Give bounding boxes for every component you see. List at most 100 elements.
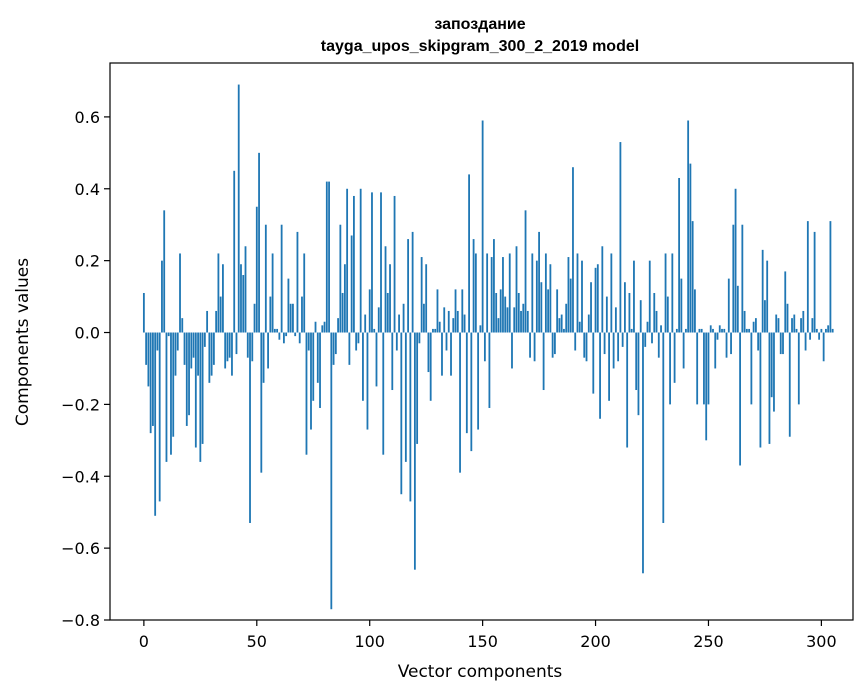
x-tick-label: 150 xyxy=(467,632,498,651)
bars-group xyxy=(142,84,834,610)
bar xyxy=(197,332,199,376)
x-tick-label: 0 xyxy=(139,632,149,651)
bar xyxy=(754,318,757,333)
bar xyxy=(303,253,306,333)
bar xyxy=(235,332,238,355)
bar xyxy=(675,328,678,333)
bar xyxy=(413,332,416,570)
bar xyxy=(355,332,358,351)
bar xyxy=(800,318,802,333)
bar xyxy=(271,253,274,333)
bar xyxy=(416,332,419,444)
bar xyxy=(260,332,263,473)
bar xyxy=(804,332,807,351)
bar xyxy=(301,296,303,333)
bar xyxy=(700,328,703,333)
bar xyxy=(630,328,633,333)
bar xyxy=(601,246,604,333)
bar xyxy=(429,332,432,401)
bar xyxy=(436,289,439,333)
bar xyxy=(660,325,662,333)
bar xyxy=(592,332,595,394)
y-axis-label: Components values xyxy=(13,258,33,426)
bar xyxy=(502,257,504,333)
bar xyxy=(829,221,832,333)
bar xyxy=(587,314,590,333)
bar xyxy=(262,332,265,383)
bar xyxy=(535,260,538,333)
bar xyxy=(815,328,818,333)
bar xyxy=(538,231,540,333)
bar xyxy=(662,332,665,523)
bar xyxy=(732,224,735,333)
x-axis-label: Vector components xyxy=(398,662,563,682)
bar xyxy=(384,246,387,333)
bar xyxy=(714,332,717,369)
bar xyxy=(730,332,732,355)
bar xyxy=(228,332,231,358)
bar xyxy=(497,318,500,333)
bar xyxy=(181,318,184,333)
bar xyxy=(721,328,723,333)
bar xyxy=(212,332,215,365)
bar xyxy=(472,239,475,333)
bar xyxy=(775,314,778,333)
bar xyxy=(276,328,279,333)
bar xyxy=(423,303,425,333)
x-tick-label: 50 xyxy=(247,632,267,651)
bar xyxy=(432,328,434,333)
bar xyxy=(289,303,292,333)
bar xyxy=(203,332,206,347)
bar xyxy=(147,332,150,387)
bar xyxy=(224,332,227,369)
y-tick-label: 0.6 xyxy=(75,108,100,127)
bar xyxy=(605,296,608,333)
bar xyxy=(459,332,461,473)
bar xyxy=(353,195,355,333)
bar xyxy=(447,310,450,333)
bar xyxy=(461,289,464,333)
bar xyxy=(752,321,755,333)
bar xyxy=(330,332,333,610)
bar xyxy=(761,249,764,333)
bar xyxy=(346,188,349,333)
bar xyxy=(163,210,166,333)
bar xyxy=(727,278,730,333)
bar xyxy=(635,332,638,391)
bar xyxy=(687,120,690,333)
bar xyxy=(438,321,441,333)
bar xyxy=(617,332,620,362)
bar xyxy=(526,310,529,333)
bar xyxy=(348,332,351,365)
x-tick-label: 200 xyxy=(580,632,611,651)
bar xyxy=(233,170,236,333)
bar xyxy=(488,332,491,408)
bar xyxy=(712,328,714,333)
bar xyxy=(167,332,170,337)
bar xyxy=(590,282,592,333)
bar xyxy=(294,332,297,337)
bar xyxy=(576,253,579,333)
bar xyxy=(255,206,258,333)
bar xyxy=(551,332,554,358)
bar xyxy=(547,289,550,333)
bar xyxy=(648,260,651,333)
bar xyxy=(161,260,163,333)
bar xyxy=(407,239,410,333)
bar xyxy=(694,289,696,333)
bar xyxy=(669,332,671,405)
bar xyxy=(563,328,565,333)
bar xyxy=(542,332,545,391)
bar xyxy=(651,332,653,344)
bar xyxy=(544,253,547,333)
bar xyxy=(508,253,511,333)
bar xyxy=(174,332,177,376)
bar xyxy=(653,292,656,333)
bar xyxy=(470,332,473,452)
bar xyxy=(296,231,299,333)
bar xyxy=(770,332,773,398)
bar xyxy=(251,332,254,362)
bar xyxy=(479,325,482,333)
bar xyxy=(793,314,796,333)
bar xyxy=(766,260,769,333)
